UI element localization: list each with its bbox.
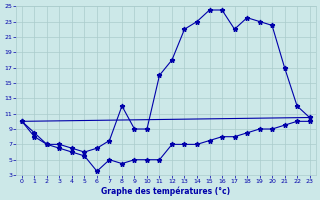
X-axis label: Graphe des températures (°c): Graphe des températures (°c) <box>101 186 230 196</box>
